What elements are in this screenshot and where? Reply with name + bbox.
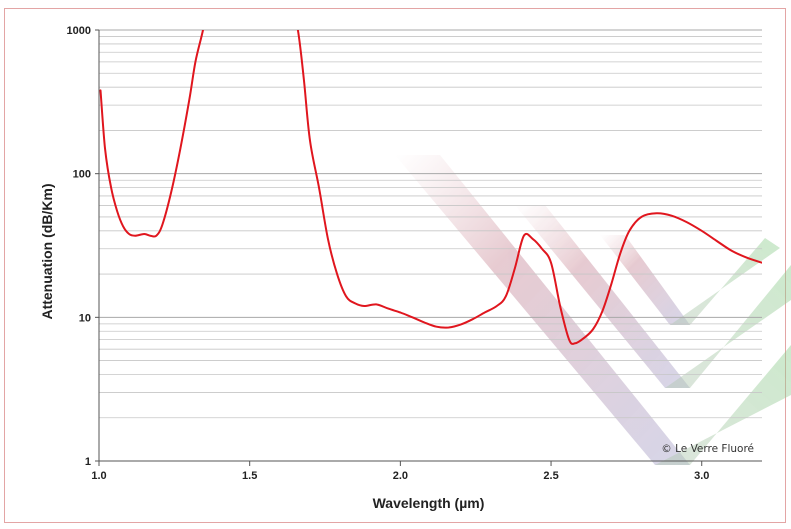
- x-axis-title: Wavelength (µm): [373, 495, 485, 511]
- x-tick-label: 2.5: [543, 470, 558, 482]
- y-tick-label: 10: [79, 312, 91, 324]
- y-tick-label: 1000: [67, 25, 91, 37]
- attenuation-series-line: [99, 30, 762, 345]
- y-tick-label: 100: [73, 169, 91, 181]
- y-axis-title: Attenuation (dB/Km): [39, 183, 55, 319]
- copyright-annotation: © Le Verre Fluoré: [661, 443, 754, 455]
- x-tick-label: 1.5: [242, 470, 257, 482]
- watermark-chevrons: [395, 155, 791, 465]
- x-tick-label: 3.0: [694, 470, 709, 482]
- x-tick-label: 2.0: [393, 470, 408, 482]
- y-tick-label: 1: [85, 456, 91, 468]
- x-tick-label: 1.0: [91, 470, 106, 482]
